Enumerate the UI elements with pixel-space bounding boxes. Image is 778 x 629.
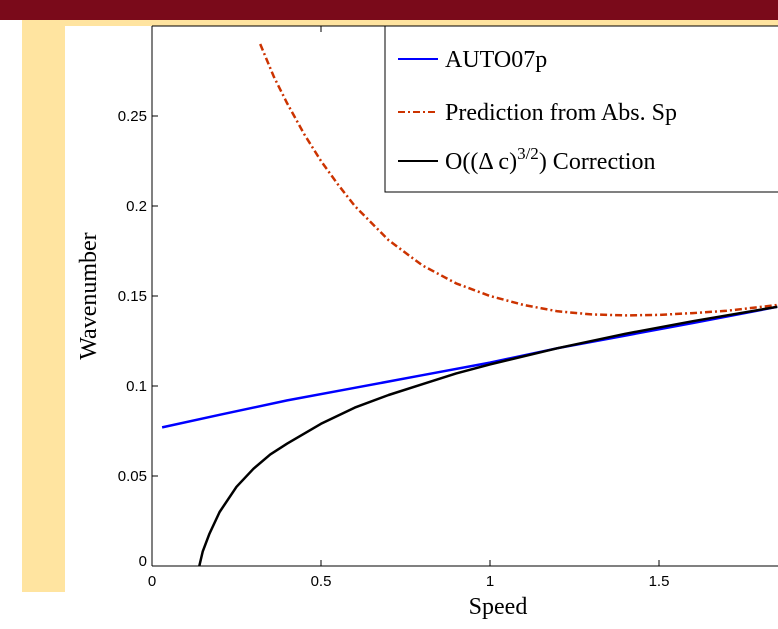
x-tick-label: 0 — [148, 573, 156, 590]
legend-label-prediction: Prediction from Abs. Sp — [445, 100, 677, 126]
x-tick-label: 0.5 — [311, 573, 332, 590]
legend-label-auto07p: AUTO07p — [445, 47, 547, 73]
y-axis-label: Wavenumber — [76, 232, 102, 359]
y-tick-label: 0.25 — [118, 108, 147, 125]
y-tick-label: 0.05 — [118, 468, 147, 485]
x-tick-label: 1.5 — [649, 573, 670, 590]
series-line-0 — [161, 305, 778, 429]
y-tick-label: 0.15 — [118, 288, 147, 305]
x-axis-label: Speed — [469, 594, 528, 620]
left-panel — [22, 20, 65, 592]
legend-box — [384, 25, 778, 193]
legend: AUTO07p Prediction from Abs. Sp O((Δ c)3… — [384, 25, 778, 193]
top-panel — [22, 20, 778, 26]
series-layer — [161, 43, 778, 567]
y-tick-label: 0.2 — [126, 198, 147, 215]
ticks: 0 0.5 1 1.5 0 0.05 0.1 0.15 0.2 0.25 — [118, 26, 670, 590]
x-tick-label: 1 — [486, 573, 494, 590]
series-line-2 — [198, 305, 778, 567]
y-tick-label: 0 — [139, 553, 147, 570]
top-bar — [0, 0, 778, 20]
series-line-1 — [259, 43, 778, 317]
legend-label-correction: O((Δ c)3/2) Correction — [445, 144, 655, 175]
y-tick-label: 0.1 — [126, 378, 147, 395]
